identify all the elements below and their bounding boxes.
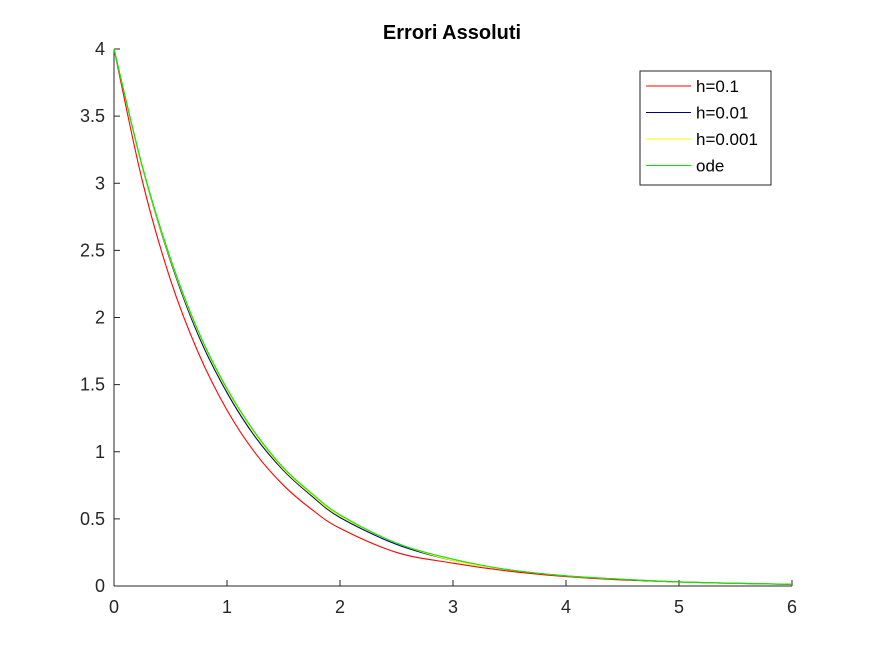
- x-tick-label: 3: [448, 597, 458, 617]
- y-axis: 0 0.5 1 1.5 2 2.5 3 3.5 4: [80, 39, 120, 596]
- y-tick-label: 3: [95, 173, 105, 193]
- x-tick-label: 4: [561, 597, 571, 617]
- legend-label: h=0.001: [696, 130, 758, 149]
- chart-title: Errori Assoluti: [383, 22, 521, 44]
- legend-label: h=0.01: [696, 104, 748, 123]
- x-tick-label: 0: [109, 597, 119, 617]
- y-tick-label: 2.5: [80, 240, 105, 260]
- y-tick-label: 0.5: [80, 509, 105, 529]
- legend-label: ode: [696, 157, 724, 176]
- y-tick-label: 0: [95, 576, 105, 596]
- y-tick-label: 2: [95, 308, 105, 328]
- x-tick-label: 5: [674, 597, 684, 617]
- y-tick-label: 4: [95, 39, 105, 59]
- x-tick-label: 6: [787, 597, 797, 617]
- legend-label: h=0.1: [696, 77, 739, 96]
- series-line-h-0-1: [113, 48, 793, 585]
- series-group: [113, 48, 793, 585]
- y-tick-label: 1.5: [80, 375, 105, 395]
- x-axis: 0 1 2 3 4 5 6: [109, 580, 797, 617]
- x-tick-label: 1: [222, 597, 232, 617]
- x-tick-label: 2: [335, 597, 345, 617]
- y-tick-label: 1: [95, 442, 105, 462]
- series-line-ode: [113, 48, 793, 585]
- legend: h=0.1 h=0.01 h=0.001 ode: [639, 70, 772, 186]
- y-tick-label: 3.5: [80, 106, 105, 126]
